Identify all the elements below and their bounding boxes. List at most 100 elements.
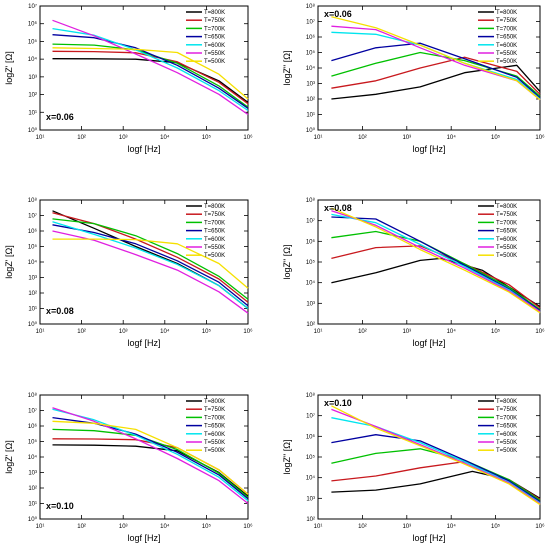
legend-label: T=650K xyxy=(496,35,517,41)
y-tick-label: 10⁴ xyxy=(28,56,38,63)
chart-panel-1: 10¹ 10² 10³ 10⁴ 10⁵ 10⁶10⁷10⁶10⁵10⁴10³10²10¹1… xyxy=(4,3,253,154)
y-tick-label: 10⁵ xyxy=(28,38,38,45)
x-tick-label: 10⁴ xyxy=(447,523,457,530)
x-tick-label: 10⁵ xyxy=(491,523,501,530)
x-tick-label: 10¹ xyxy=(314,524,323,530)
y-tick-label: 10⁵ xyxy=(28,439,38,446)
legend-label: T=550K xyxy=(496,51,517,57)
x-tick-label: 10⁶ xyxy=(243,523,253,530)
legend-label: T=800K xyxy=(496,204,517,210)
panel-annotation: x=0.08 xyxy=(46,306,74,316)
x-tick-label: 10⁶ xyxy=(535,328,545,335)
series-line-t500k xyxy=(52,47,249,100)
y-tick-label: 10³ xyxy=(306,496,315,502)
legend-label: T=750K xyxy=(496,407,517,413)
series-line-t600k xyxy=(52,221,249,310)
plot-frame xyxy=(317,199,541,325)
series-line-t600k xyxy=(331,213,541,313)
legend-label: T=500K xyxy=(496,59,517,65)
legend-label: T=600K xyxy=(496,43,517,49)
legend-label: T=650K xyxy=(496,229,517,235)
y-tick-label: 10⁴ xyxy=(28,259,38,266)
y-tick-label: 10⁸ xyxy=(28,392,38,399)
legend-label: T=500K xyxy=(496,253,517,259)
legend-label: T=500K xyxy=(496,448,517,454)
x-tick-label: 10⁶ xyxy=(243,134,253,141)
y-tick-label: 10³ xyxy=(28,75,37,81)
series-line-t550k xyxy=(52,19,249,116)
y-tick-label: 10³ xyxy=(28,471,37,477)
chart-panel-5: 10¹ 10² 10³ 10⁴ 10⁵ 10⁶ 10⁸ 10⁷ 10⁶ 10⁵ 10⁴ 10³ 10² 1… xyxy=(4,392,253,543)
x-tick-label: 10³ xyxy=(402,524,411,530)
y-tick-label: 10⁷ xyxy=(306,218,315,225)
x-tick-label: 10³ xyxy=(119,329,128,335)
series-line-t750k xyxy=(331,56,541,95)
legend-label: T=700K xyxy=(496,415,517,421)
y-tick-label: 10⁶ xyxy=(28,423,38,430)
series-line-t500k xyxy=(331,16,541,101)
y-axis-label: logZ" [Ω] xyxy=(282,51,292,86)
x-tick-label: 10⁵ xyxy=(491,328,501,335)
legend-label: T=750K xyxy=(496,212,517,218)
x-axis-label: logf [Hz] xyxy=(412,144,445,154)
x-axis-label: logf [Hz] xyxy=(127,338,160,348)
legend-label: T=650K xyxy=(204,424,225,430)
legend-label: T=550K xyxy=(496,245,517,251)
y-axis-label: logZ' [Ω] xyxy=(4,51,14,84)
y-tick-label: 10⁷ xyxy=(28,3,37,10)
legend-label: T=500K xyxy=(204,448,225,454)
y-tick-label: 10¹ xyxy=(28,110,37,116)
series-line-t700k xyxy=(52,218,249,300)
legend-label: T=800K xyxy=(204,204,225,210)
series-line-t650k xyxy=(331,216,541,312)
y-tick-label: 10⁷ xyxy=(28,213,37,220)
series-line-t650k xyxy=(52,34,249,109)
series-line-t500k xyxy=(52,238,249,289)
panel-annotation: x=0.10 xyxy=(46,501,74,511)
x-axis-label: logf [Hz] xyxy=(412,533,445,543)
y-axis-label: logZ' [Ω] xyxy=(4,245,14,278)
legend-label: T=750K xyxy=(204,18,225,24)
y-tick-label: 10⁷ xyxy=(306,413,315,420)
series-line-t800k xyxy=(331,64,541,100)
chart-panel-3: 10¹ 10² 10³ 10⁴ 10⁵ 10⁶ 10⁸ 10⁷ 10⁶ 10⁵ 10⁴ 10³ 10² 1… xyxy=(4,197,253,348)
x-tick-label: 10⁶ xyxy=(535,523,545,530)
series-line-t650k xyxy=(331,42,541,99)
y-axis-label: logZ" [Ω] xyxy=(282,440,292,475)
x-tick-label: 10¹ xyxy=(36,524,45,530)
legend-label: T=750K xyxy=(204,407,225,413)
legend-label: T=800K xyxy=(496,399,517,405)
y-tick-label: 10³ xyxy=(306,82,315,88)
panel-annotation: x=0.10 xyxy=(324,398,352,408)
plot-frame xyxy=(317,394,541,520)
y-tick-label: 10⁷ xyxy=(28,408,37,415)
legend-label: T=750K xyxy=(496,18,517,24)
series-line-t700k xyxy=(52,428,249,498)
x-tick-label: 10¹ xyxy=(36,135,45,141)
y-axis-label: logZ' [Ω] xyxy=(4,440,14,473)
y-tick-label: 10¹ xyxy=(28,502,37,508)
x-tick-label: 10⁵ xyxy=(202,328,212,335)
y-tick-label: 10² xyxy=(306,322,315,328)
plot-frame xyxy=(317,5,541,131)
y-tick-label: 10⁶ xyxy=(306,238,316,245)
legend-label: T=500K xyxy=(204,59,225,65)
legend-label: T=550K xyxy=(204,245,225,251)
legend-label: T=650K xyxy=(204,229,225,235)
x-tick-label: 10² xyxy=(358,135,367,141)
legend-label: T=600K xyxy=(204,43,225,49)
panel-annotation: x=0.06 xyxy=(324,9,352,19)
legend-label: T=700K xyxy=(204,220,225,226)
x-axis-label: logf [Hz] xyxy=(127,533,160,543)
series-line-t650k xyxy=(52,224,249,307)
x-tick-label: 10⁴ xyxy=(160,328,170,335)
y-tick-label: 10⁵ xyxy=(306,454,316,461)
x-tick-label: 10² xyxy=(77,329,86,335)
y-tick-label: 10⁵ xyxy=(28,244,38,251)
x-tick-label: 10⁶ xyxy=(535,134,545,141)
panel-annotation: x=0.08 xyxy=(324,203,352,213)
y-tick-label: 10² xyxy=(28,93,37,99)
series-line-t750k xyxy=(52,212,249,303)
x-tick-label: 10³ xyxy=(402,329,411,335)
